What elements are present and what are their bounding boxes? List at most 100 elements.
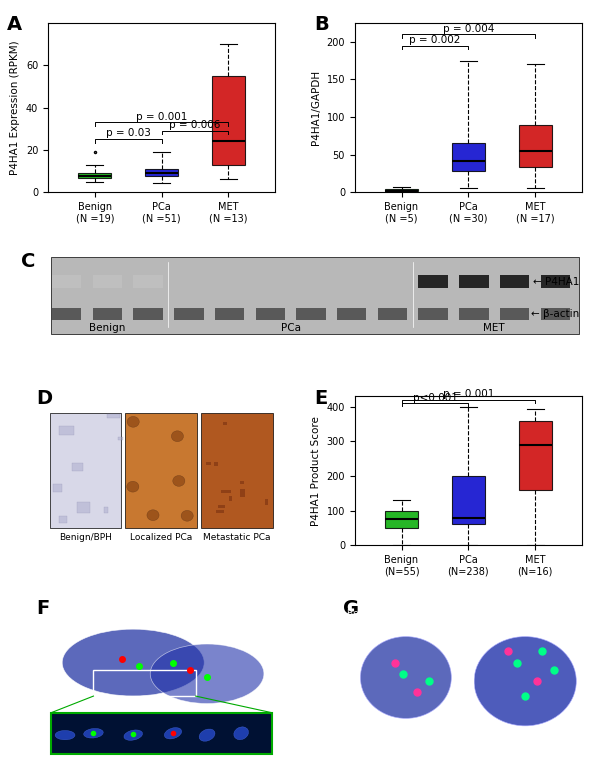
Bar bbox=[201, 413, 273, 528]
Bar bbox=[337, 308, 367, 321]
Text: C: C bbox=[22, 252, 35, 271]
Bar bbox=[215, 308, 244, 321]
Ellipse shape bbox=[234, 727, 248, 739]
PathPatch shape bbox=[78, 173, 112, 178]
Ellipse shape bbox=[474, 637, 577, 726]
Bar bbox=[59, 426, 74, 435]
Bar bbox=[52, 308, 82, 321]
Text: Metastatic PCa: Metastatic PCa bbox=[486, 609, 553, 618]
Bar bbox=[52, 275, 82, 288]
Bar bbox=[223, 422, 227, 425]
Text: Localized PCa: Localized PCa bbox=[130, 533, 193, 542]
Bar bbox=[93, 275, 122, 288]
Bar bbox=[337, 275, 367, 288]
Bar bbox=[93, 308, 122, 321]
Circle shape bbox=[147, 510, 159, 520]
Text: PCa: PCa bbox=[281, 322, 301, 332]
Bar bbox=[473, 620, 580, 745]
Bar bbox=[500, 275, 529, 288]
Bar bbox=[256, 275, 285, 288]
PathPatch shape bbox=[385, 189, 418, 191]
Bar bbox=[229, 496, 232, 501]
Text: Benign Prostate: Benign Prostate bbox=[347, 609, 419, 618]
Text: p = 0.004: p = 0.004 bbox=[443, 24, 494, 34]
Bar bbox=[104, 507, 108, 513]
Bar bbox=[356, 620, 461, 745]
Bar bbox=[94, 670, 196, 696]
Bar bbox=[218, 505, 225, 508]
Ellipse shape bbox=[361, 637, 451, 719]
Ellipse shape bbox=[62, 629, 204, 696]
Bar bbox=[459, 275, 488, 288]
Bar bbox=[296, 308, 326, 321]
Bar bbox=[215, 275, 244, 288]
Bar bbox=[51, 713, 272, 754]
PathPatch shape bbox=[518, 421, 552, 490]
Bar bbox=[221, 490, 231, 493]
Bar bbox=[77, 503, 90, 513]
Text: B: B bbox=[314, 15, 329, 34]
Text: A: A bbox=[7, 15, 22, 34]
Text: p = 0.03: p = 0.03 bbox=[106, 129, 151, 139]
Bar bbox=[125, 413, 197, 528]
Bar bbox=[72, 463, 83, 471]
PathPatch shape bbox=[452, 476, 485, 524]
Circle shape bbox=[127, 481, 139, 492]
Bar bbox=[133, 275, 163, 288]
FancyBboxPatch shape bbox=[50, 258, 580, 334]
Bar bbox=[50, 413, 121, 528]
Text: Benign: Benign bbox=[89, 322, 125, 332]
Bar bbox=[206, 462, 211, 465]
Text: p<0.001: p<0.001 bbox=[413, 392, 457, 402]
Bar bbox=[378, 308, 407, 321]
Text: p = 0.002: p = 0.002 bbox=[409, 35, 461, 45]
Text: p = 0.001: p = 0.001 bbox=[443, 389, 494, 399]
Bar bbox=[174, 308, 203, 321]
Text: p = 0.006: p = 0.006 bbox=[169, 120, 221, 130]
Ellipse shape bbox=[164, 728, 182, 739]
Bar bbox=[459, 308, 488, 321]
Text: ← P4HA1: ← P4HA1 bbox=[533, 277, 580, 287]
Text: E: E bbox=[314, 389, 327, 408]
Text: p = 0.001: p = 0.001 bbox=[136, 112, 187, 122]
Circle shape bbox=[127, 416, 139, 427]
Bar bbox=[107, 414, 120, 418]
PathPatch shape bbox=[518, 125, 552, 167]
Bar bbox=[265, 499, 268, 505]
Bar bbox=[239, 490, 245, 497]
Y-axis label: P4HA1 Product Score: P4HA1 Product Score bbox=[311, 416, 321, 526]
Text: G: G bbox=[343, 599, 359, 618]
Y-axis label: P4HA1 Expression (RPKM): P4HA1 Expression (RPKM) bbox=[10, 40, 20, 175]
Circle shape bbox=[172, 431, 184, 442]
PathPatch shape bbox=[385, 510, 418, 528]
Bar bbox=[418, 275, 448, 288]
Ellipse shape bbox=[83, 729, 103, 738]
Circle shape bbox=[173, 476, 185, 487]
Bar bbox=[174, 275, 203, 288]
Bar bbox=[53, 484, 62, 493]
PathPatch shape bbox=[212, 76, 245, 165]
Bar bbox=[215, 510, 224, 513]
Text: PC3: PC3 bbox=[65, 608, 85, 618]
Ellipse shape bbox=[124, 730, 143, 740]
Ellipse shape bbox=[55, 730, 75, 740]
Text: MET: MET bbox=[484, 322, 505, 332]
Bar bbox=[256, 308, 285, 321]
Ellipse shape bbox=[150, 644, 264, 703]
Text: D: D bbox=[37, 389, 53, 408]
Bar bbox=[240, 481, 244, 484]
Bar bbox=[500, 308, 529, 321]
Bar bbox=[133, 308, 163, 321]
Bar bbox=[541, 308, 570, 321]
PathPatch shape bbox=[452, 143, 485, 171]
Text: F: F bbox=[37, 599, 50, 618]
Bar bbox=[214, 462, 218, 466]
PathPatch shape bbox=[145, 169, 178, 177]
Bar bbox=[118, 436, 123, 440]
Circle shape bbox=[181, 510, 193, 521]
Bar bbox=[59, 517, 67, 523]
Bar bbox=[418, 308, 448, 321]
Bar bbox=[378, 275, 407, 288]
Bar bbox=[541, 275, 570, 288]
Text: Benign/BPH: Benign/BPH bbox=[59, 533, 112, 542]
